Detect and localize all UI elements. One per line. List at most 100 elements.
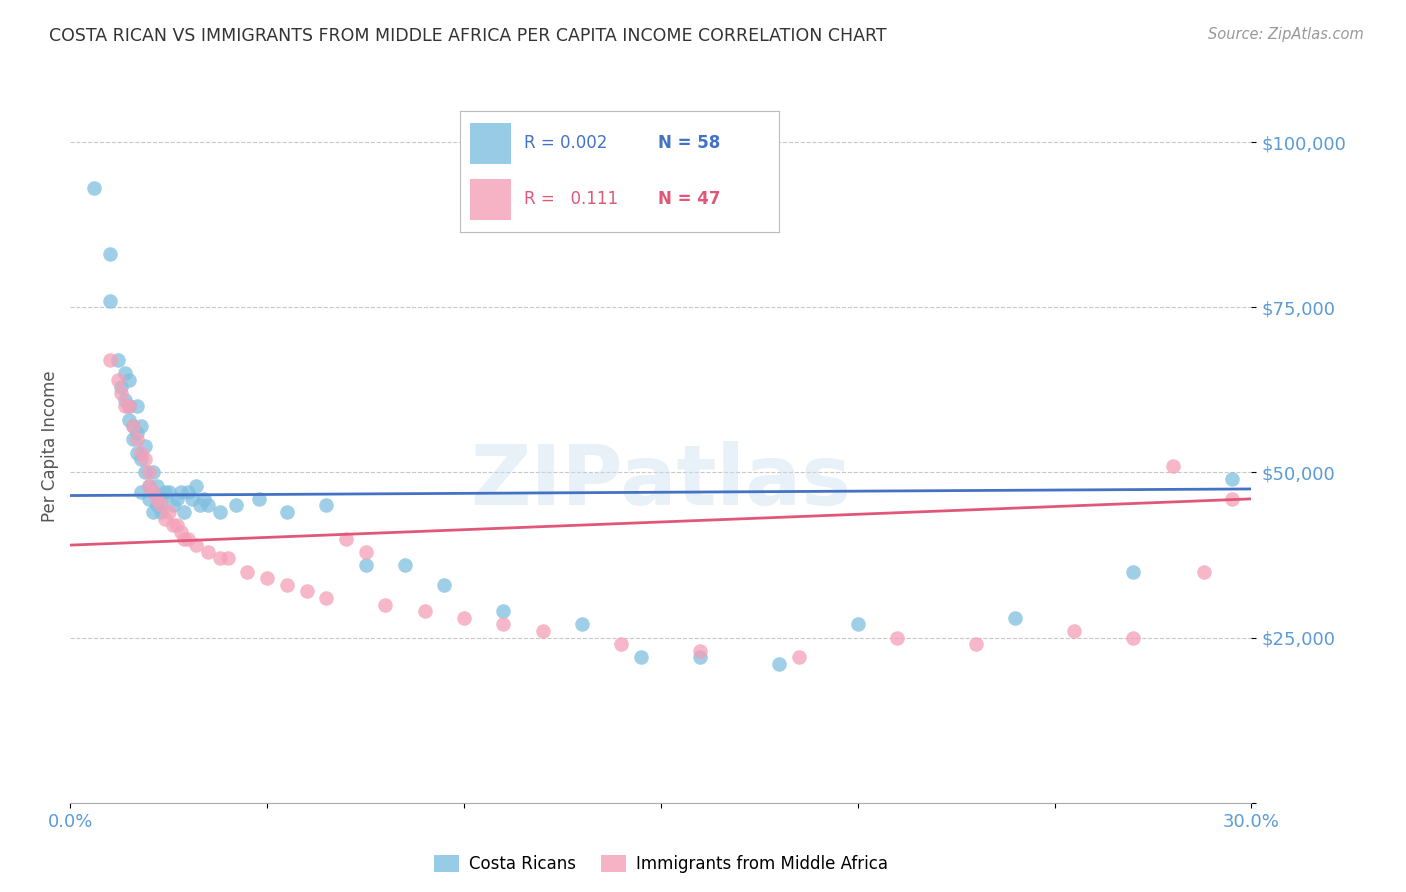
Point [134,466,156,480]
Y-axis label: Per Capita Income: Per Capita Income [41,370,59,522]
Point [354,545,377,559]
Point [127,425,149,440]
Point [1122,631,1144,645]
Point [107,373,129,387]
Point [689,650,711,665]
Point [354,558,377,572]
Point [236,565,259,579]
Point [315,499,337,513]
Point [157,505,180,519]
Text: N = 58: N = 58 [658,135,720,153]
Point [886,631,908,645]
Text: ZIPatlas: ZIPatlas [471,442,851,522]
Point [122,433,145,447]
Point [276,578,298,592]
Point [157,485,180,500]
Point [149,505,172,519]
Point [492,617,515,632]
Point [83,181,105,195]
Point [110,379,132,393]
Point [142,485,165,500]
Point [166,491,188,506]
Point [630,650,652,665]
Text: COSTA RICAN VS IMMIGRANTS FROM MIDDLE AFRICA PER CAPITA INCOME CORRELATION CHART: COSTA RICAN VS IMMIGRANTS FROM MIDDLE AF… [49,27,887,45]
Point [107,353,129,368]
Point [149,499,172,513]
Point [217,551,239,566]
Point [142,466,165,480]
Point [1161,458,1184,473]
Point [138,466,160,480]
Point [453,611,475,625]
Point [610,637,633,651]
Point [138,491,160,506]
Point [142,505,165,519]
Point [127,445,149,459]
Point [146,499,169,513]
Point [181,491,204,506]
Point [153,511,176,525]
Point [127,400,149,414]
Point [166,518,188,533]
Point [197,499,219,513]
Point [138,478,160,492]
Point [689,644,711,658]
Point [433,578,456,592]
Text: R =   0.111: R = 0.111 [524,190,619,208]
Point [173,505,195,519]
Point [129,485,152,500]
Point [186,478,208,492]
FancyBboxPatch shape [470,178,510,219]
Point [197,545,219,559]
Point [162,499,184,513]
Point [162,518,184,533]
Point [186,538,208,552]
Point [315,591,337,605]
Point [208,551,231,566]
Point [256,571,278,585]
Point [122,419,145,434]
Text: Source: ZipAtlas.com: Source: ZipAtlas.com [1208,27,1364,42]
Point [129,419,152,434]
Point [1063,624,1085,638]
Point [134,439,156,453]
Point [169,485,191,500]
Point [492,604,515,618]
Point [118,400,141,414]
Point [1122,565,1144,579]
Point [295,584,318,599]
Point [208,505,231,519]
Point [98,247,121,261]
Point [276,505,298,519]
Point [188,499,211,513]
Point [787,650,810,665]
Point [114,392,136,407]
Point [394,558,416,572]
Point [173,532,195,546]
Point [129,452,152,467]
Point [149,491,172,506]
Point [122,419,145,434]
Point [965,637,987,651]
Point [177,485,200,500]
Point [146,491,169,506]
Point [134,452,156,467]
Point [531,624,554,638]
Point [98,353,121,368]
Point [1220,472,1243,486]
Point [193,491,215,506]
Point [153,485,176,500]
Point [1220,491,1243,506]
Point [114,367,136,381]
Point [142,485,165,500]
Text: N = 47: N = 47 [658,190,720,208]
Point [1192,565,1215,579]
Point [374,598,396,612]
Text: R = 0.002: R = 0.002 [524,135,607,153]
Point [118,412,141,426]
FancyBboxPatch shape [470,123,510,164]
Point [127,433,149,447]
Point [118,373,141,387]
Point [146,478,169,492]
Point [114,400,136,414]
